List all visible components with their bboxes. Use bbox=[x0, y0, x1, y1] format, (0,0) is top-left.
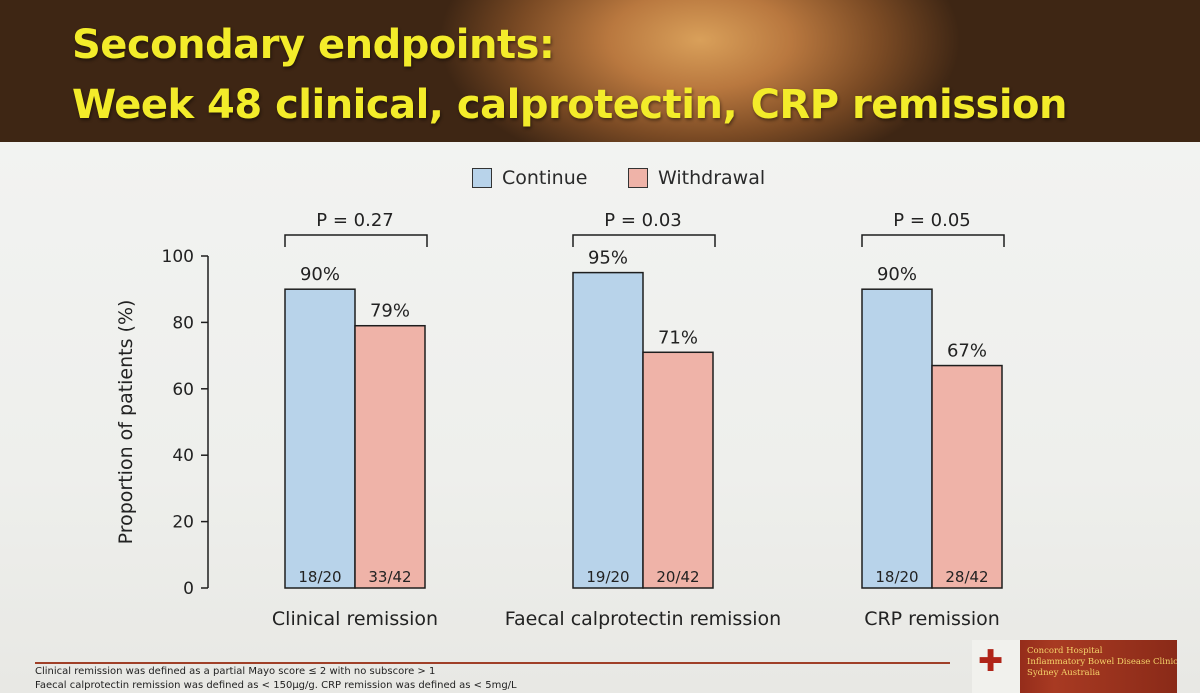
bar-count-label-withdrawal-1: 33/42 bbox=[368, 568, 411, 586]
legend-continue: Continue bbox=[472, 167, 587, 189]
bar-withdrawal-2 bbox=[642, 351, 714, 589]
footnote-calprotectin-crp: Faecal calprotectin remission was define… bbox=[35, 680, 517, 691]
x-category-label-3: CRP remission bbox=[864, 608, 1000, 630]
y-tick-label-20: 20 bbox=[172, 513, 194, 533]
legend-label-continue: Continue bbox=[502, 167, 588, 189]
slide-title-line1: Secondary endpoints: bbox=[72, 22, 555, 68]
p-value-label-1: P = 0.27 bbox=[316, 210, 393, 231]
legend-withdrawal: Withdrawal bbox=[628, 167, 765, 189]
slide-title-line2: Week 48 clinical, calprotectin, CRP remi… bbox=[72, 82, 1068, 128]
bar-count-label-withdrawal-3: 28/42 bbox=[945, 568, 988, 586]
bar-continue-3 bbox=[861, 288, 933, 589]
bar-value-label-continue-2: 95% bbox=[588, 248, 628, 269]
bar-continue-1 bbox=[284, 288, 356, 589]
legend-label-withdrawal: Withdrawal bbox=[658, 167, 766, 189]
y-tick-label-0: 0 bbox=[183, 579, 194, 599]
bar-count-label-continue-2: 19/20 bbox=[586, 568, 629, 586]
x-category-label-2: Faecal calprotectin remission bbox=[505, 608, 781, 630]
footnote-clinical: Clinical remission was defined as a part… bbox=[35, 666, 436, 677]
p-value-bracket-1 bbox=[284, 234, 428, 247]
p-value-label-3: P = 0.05 bbox=[893, 210, 970, 231]
bar-count-label-continue-3: 18/20 bbox=[875, 568, 918, 586]
y-axis-label: Proportion of patients (%) bbox=[115, 300, 137, 545]
slide-header: Secondary endpoints: Week 48 clinical, c… bbox=[0, 0, 1200, 142]
bar-continue-2 bbox=[572, 271, 644, 589]
p-value-label-2: P = 0.03 bbox=[604, 210, 681, 231]
bar-value-label-continue-1: 90% bbox=[300, 264, 340, 285]
p-value-bracket-2 bbox=[572, 234, 716, 247]
legend-swatch-withdrawal bbox=[628, 168, 648, 188]
footnote-divider bbox=[35, 662, 950, 664]
bar-count-label-continue-1: 18/20 bbox=[298, 568, 341, 586]
y-tick-label-60: 60 bbox=[172, 380, 194, 400]
y-tick-label-40: 40 bbox=[172, 446, 194, 466]
bar-count-label-withdrawal-2: 20/42 bbox=[656, 568, 699, 586]
logo-cross-icon: ✚ bbox=[972, 640, 1020, 693]
bar-value-label-withdrawal-1: 79% bbox=[370, 301, 410, 322]
x-category-label-1: Clinical remission bbox=[272, 608, 438, 630]
logo-text: Concord Hospital Inflammatory Bowel Dise… bbox=[1027, 646, 1177, 678]
y-tick-label-80: 80 bbox=[172, 313, 194, 333]
legend-swatch-continue bbox=[472, 168, 492, 188]
bar-value-label-withdrawal-2: 71% bbox=[658, 327, 698, 348]
bar-value-label-continue-3: 90% bbox=[877, 264, 917, 285]
y-tick-label-100: 100 bbox=[162, 247, 194, 267]
hospital-logo: ✚ Concord Hospital Inflammatory Bowel Di… bbox=[972, 640, 1177, 693]
bar-withdrawal-3 bbox=[931, 364, 1003, 589]
bar-value-label-withdrawal-3: 67% bbox=[947, 341, 987, 362]
p-value-bracket-3 bbox=[861, 234, 1005, 247]
bar-withdrawal-1 bbox=[354, 324, 426, 589]
